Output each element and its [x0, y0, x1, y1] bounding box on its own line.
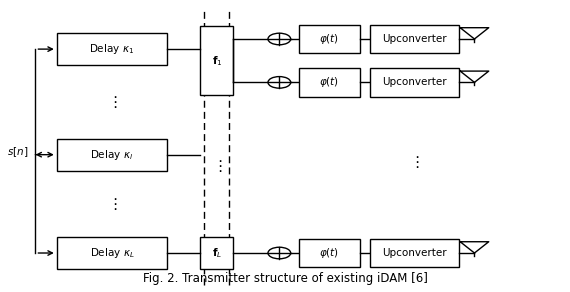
Text: Upconverter: Upconverter — [382, 34, 447, 44]
Text: $\vdots$: $\vdots$ — [409, 154, 420, 170]
Circle shape — [268, 247, 291, 259]
FancyBboxPatch shape — [299, 68, 360, 97]
Text: Delay $\kappa_L$: Delay $\kappa_L$ — [89, 246, 135, 260]
Text: Upconverter: Upconverter — [382, 77, 447, 87]
Text: $\varphi(t)$: $\varphi(t)$ — [319, 32, 339, 46]
Text: $\mathbf{f}_L$: $\mathbf{f}_L$ — [212, 246, 222, 260]
FancyBboxPatch shape — [369, 25, 459, 53]
FancyBboxPatch shape — [299, 25, 360, 53]
FancyBboxPatch shape — [56, 139, 168, 171]
Text: Fig. 2. Transmitter structure of existing iDAM [6]: Fig. 2. Transmitter structure of existin… — [142, 272, 428, 285]
FancyBboxPatch shape — [201, 26, 233, 95]
FancyBboxPatch shape — [369, 68, 459, 97]
Text: $\vdots$: $\vdots$ — [107, 94, 117, 110]
FancyBboxPatch shape — [369, 239, 459, 267]
Text: $\vdots$: $\vdots$ — [107, 196, 117, 212]
Text: $s[n]$: $s[n]$ — [7, 145, 29, 159]
Text: $\varphi(t)$: $\varphi(t)$ — [319, 75, 339, 89]
FancyBboxPatch shape — [299, 239, 360, 267]
Text: Delay $\kappa_l$: Delay $\kappa_l$ — [91, 148, 133, 162]
Circle shape — [268, 33, 291, 45]
Text: $\varphi(t)$: $\varphi(t)$ — [319, 246, 339, 260]
Text: $\vdots$: $\vdots$ — [211, 158, 222, 174]
Text: Delay $\kappa_1$: Delay $\kappa_1$ — [89, 42, 135, 56]
FancyBboxPatch shape — [56, 237, 168, 269]
Text: Upconverter: Upconverter — [382, 248, 447, 258]
FancyBboxPatch shape — [56, 33, 168, 65]
Text: $\mathbf{f}_1$: $\mathbf{f}_1$ — [211, 54, 222, 67]
Circle shape — [268, 77, 291, 88]
FancyBboxPatch shape — [201, 237, 233, 269]
